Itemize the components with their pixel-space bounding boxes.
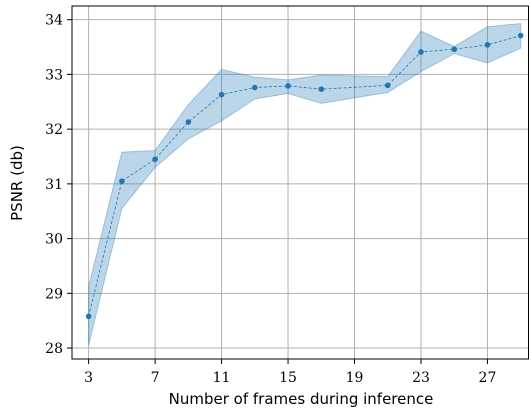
y-tick-label: 32 xyxy=(45,122,63,138)
y-tick-label: 30 xyxy=(45,232,63,248)
data-point xyxy=(484,42,491,48)
data-point xyxy=(218,91,225,98)
x-tick-label: 15 xyxy=(279,370,297,386)
data-points xyxy=(85,32,524,320)
confidence-band-area xyxy=(88,22,522,346)
y-tick-label: 28 xyxy=(45,341,63,357)
x-tick-label: 3 xyxy=(84,370,93,386)
data-point xyxy=(152,156,158,163)
data-point xyxy=(384,82,391,89)
y-tick-label: 29 xyxy=(45,286,63,302)
data-point xyxy=(85,313,92,320)
grid xyxy=(72,6,529,359)
x-tick-label: 7 xyxy=(151,370,160,386)
data-point xyxy=(451,46,458,53)
data-point xyxy=(119,178,125,184)
y-tick-label: 34 xyxy=(45,13,63,29)
data-point xyxy=(252,84,258,91)
confidence-band xyxy=(88,22,522,346)
y-tick-label: 33 xyxy=(45,67,63,83)
x-tick-label: 23 xyxy=(412,370,430,386)
data-point xyxy=(318,86,325,92)
x-tick-label: 11 xyxy=(213,370,231,386)
data-point xyxy=(517,32,524,39)
x-tick-label: 19 xyxy=(346,370,364,386)
y-axis-label: PSNR (db) xyxy=(8,145,26,221)
y-tick-label: 31 xyxy=(45,177,63,193)
x-axis-label: Number of frames during inference xyxy=(169,390,434,408)
x-tick-label: 27 xyxy=(479,370,497,386)
data-point xyxy=(418,49,424,55)
data-point xyxy=(185,119,192,125)
y-ticks: 28 29 30 31 32 33 34 xyxy=(45,13,72,357)
x-ticks: 3 7 11 15 19 23 27 xyxy=(84,359,496,386)
data-point xyxy=(285,83,291,89)
